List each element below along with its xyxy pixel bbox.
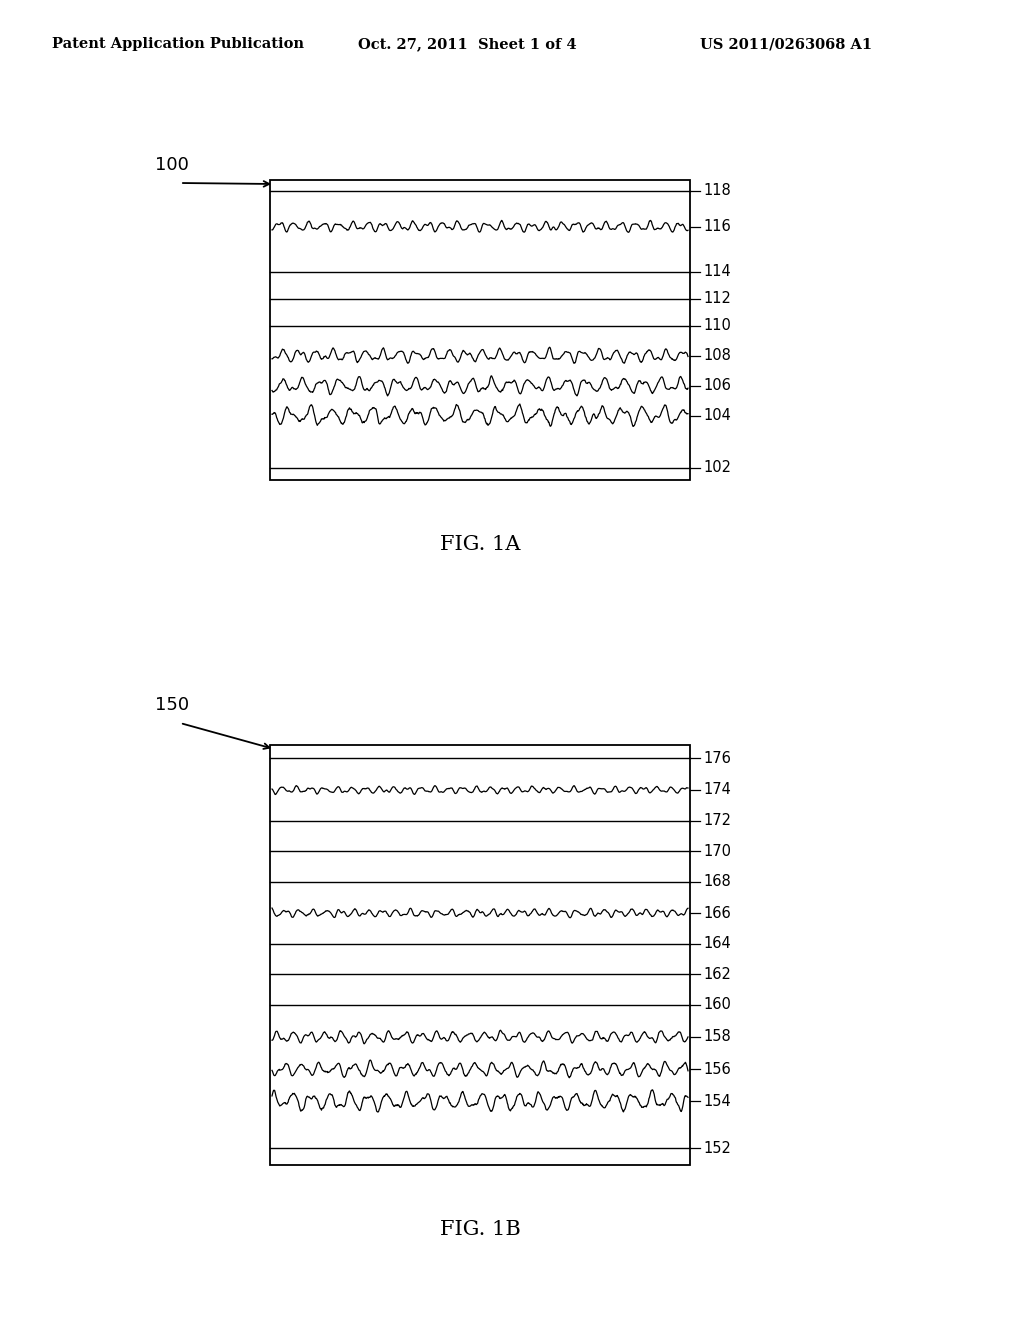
Text: 110: 110	[703, 318, 731, 333]
Text: 104: 104	[703, 408, 731, 422]
Text: 150: 150	[155, 696, 189, 714]
Text: Oct. 27, 2011  Sheet 1 of 4: Oct. 27, 2011 Sheet 1 of 4	[358, 37, 577, 51]
Text: 102: 102	[703, 461, 731, 475]
Text: 100: 100	[155, 156, 188, 174]
Text: US 2011/0263068 A1: US 2011/0263068 A1	[700, 37, 872, 51]
Bar	[270, 744, 690, 1166]
Text: 174: 174	[703, 783, 731, 797]
Text: Patent Application Publication: Patent Application Publication	[52, 37, 304, 51]
Bar	[270, 180, 690, 480]
Text: 106: 106	[703, 378, 731, 393]
Text: 158: 158	[703, 1030, 731, 1044]
Text: FIG. 1B: FIG. 1B	[439, 1220, 520, 1239]
Text: 152: 152	[703, 1140, 731, 1156]
Text: 176: 176	[703, 751, 731, 766]
Text: 166: 166	[703, 906, 731, 920]
Text: 108: 108	[703, 348, 731, 363]
Text: 156: 156	[703, 1061, 731, 1077]
Text: 164: 164	[703, 936, 731, 952]
Text: 114: 114	[703, 264, 731, 279]
Text: FIG. 1A: FIG. 1A	[439, 535, 520, 554]
Text: 170: 170	[703, 843, 731, 859]
Text: 160: 160	[703, 998, 731, 1012]
Text: 172: 172	[703, 813, 731, 828]
Text: 118: 118	[703, 183, 731, 198]
Text: 168: 168	[703, 874, 731, 890]
Text: 112: 112	[703, 290, 731, 306]
Text: 162: 162	[703, 966, 731, 982]
Text: 154: 154	[703, 1094, 731, 1109]
Text: 116: 116	[703, 219, 731, 234]
